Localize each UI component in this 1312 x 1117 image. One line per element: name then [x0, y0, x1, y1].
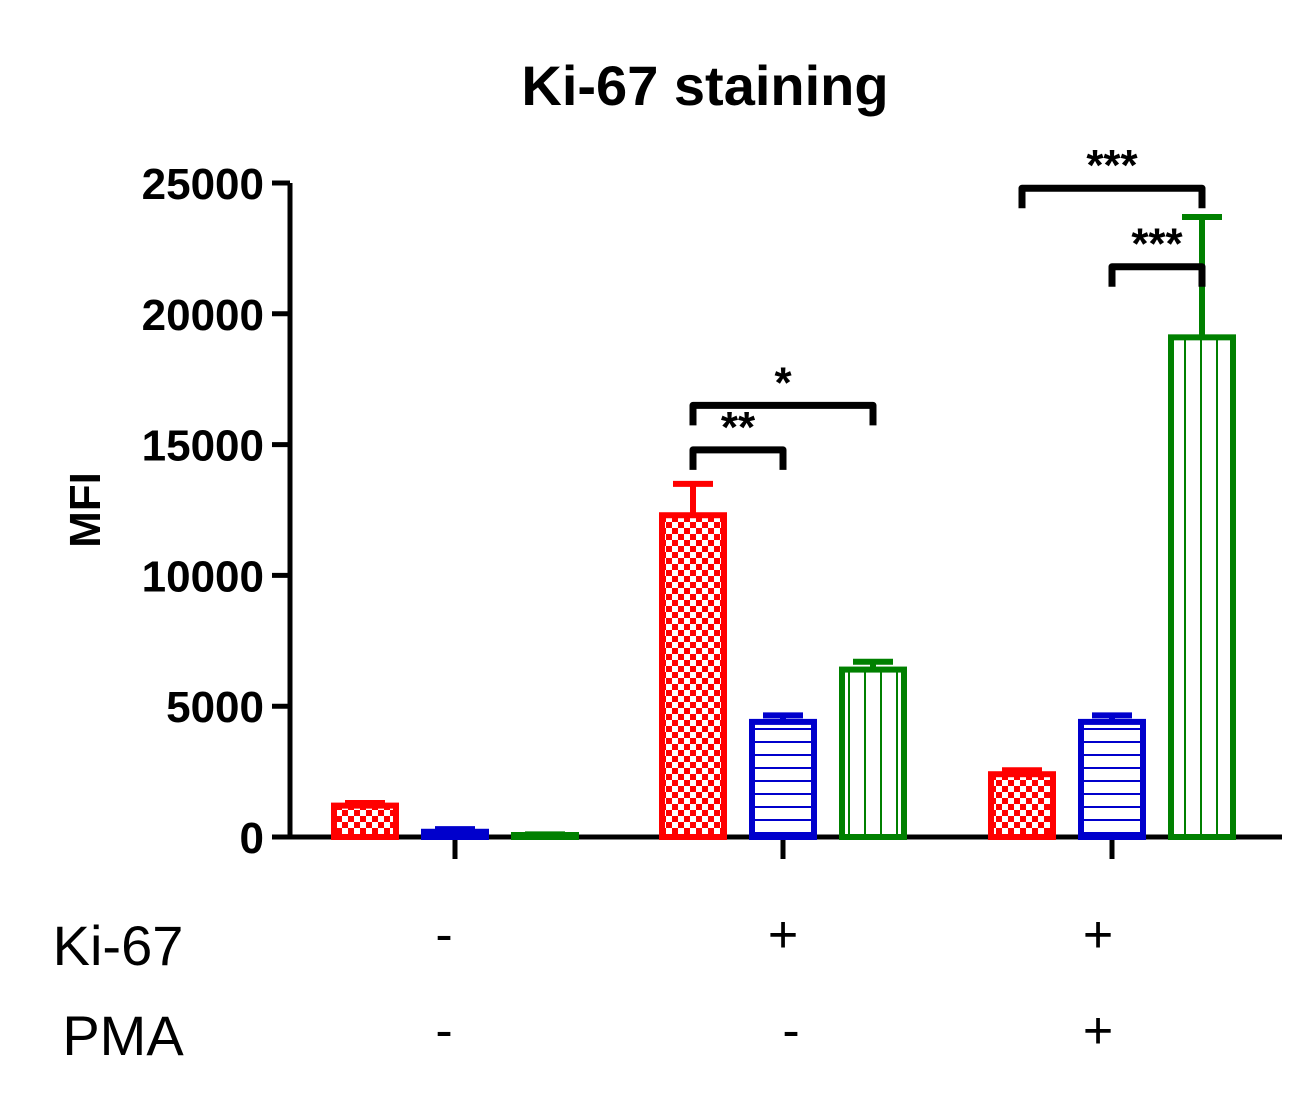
- bars: [331, 214, 1236, 841]
- bar-series-blue: [749, 718, 817, 840]
- axes: 0 5000 10000 15000 20000 25000: [142, 160, 1282, 863]
- y-axis-label: MFI: [61, 472, 110, 548]
- y-tick-label: 5000: [166, 683, 264, 732]
- bar-series-blue: [1078, 718, 1146, 840]
- group-3-ki67-sign: +: [1083, 906, 1113, 964]
- group-3-pma-sign: +: [1083, 1002, 1113, 1060]
- y-tick-label: 15000: [142, 422, 264, 471]
- significance-bracket: [689, 446, 787, 470]
- significance-bracket: [689, 401, 877, 426]
- bar-series-blue: [421, 828, 489, 841]
- bar-series-red: [659, 512, 727, 840]
- row-label-pma: PMA: [62, 1004, 184, 1067]
- y-tick-label: 0: [240, 814, 264, 863]
- bar-series-red: [331, 802, 399, 840]
- y-tick-label: 20000: [142, 291, 264, 340]
- y-tick-label: 10000: [142, 552, 264, 601]
- row-label-ki67: Ki-67: [53, 914, 184, 977]
- significance-bracket: [1018, 184, 1206, 209]
- significance-label: **: [721, 403, 756, 452]
- group-1-ki67-sign: -: [435, 906, 452, 964]
- group-1-pma-sign: -: [435, 1002, 452, 1060]
- significance-brackets: *********: [689, 141, 1206, 470]
- bar-series-green: [839, 666, 907, 840]
- bar-series-green: [1168, 334, 1236, 840]
- significance-label: ***: [1131, 220, 1183, 269]
- significance-label: *: [774, 358, 792, 407]
- bar-series-red: [988, 771, 1056, 841]
- chart-title: Ki-67 staining: [521, 54, 888, 117]
- group-2-ki67-sign: +: [768, 906, 798, 964]
- group-2-pma-sign: -: [782, 1002, 799, 1060]
- significance-bracket: [1108, 263, 1206, 287]
- significance-label: ***: [1086, 141, 1138, 190]
- y-tick-label: 25000: [142, 160, 264, 209]
